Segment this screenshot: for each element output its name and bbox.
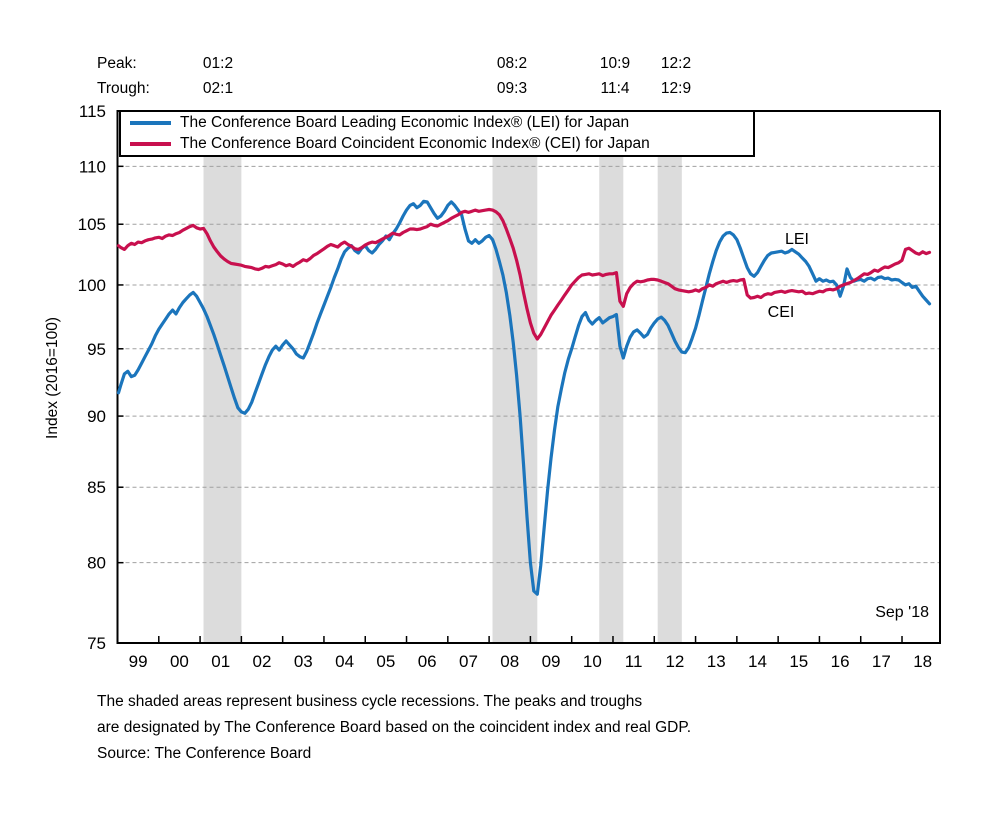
legend-box: The Conference Board Leading Economic In… xyxy=(119,110,755,157)
x-tick-label: 15 xyxy=(789,652,808,671)
x-tick-label: 04 xyxy=(335,652,354,671)
x-tick-label: 10 xyxy=(583,652,602,671)
x-tick-label: 11 xyxy=(625,652,643,671)
x-tick-label: 12 xyxy=(665,652,684,671)
trough-value-1: 02:1 xyxy=(202,80,234,97)
x-tick-label: 17 xyxy=(872,652,891,671)
x-tick-label: 01 xyxy=(211,652,230,671)
x-tick-label: 05 xyxy=(376,652,395,671)
trough-row-label: Trough: xyxy=(97,80,150,97)
y-tick-label: 115 xyxy=(79,102,106,121)
y-tick-label: 110 xyxy=(79,157,106,176)
y-tick-label: 85 xyxy=(87,478,106,497)
y-tick-label: 95 xyxy=(87,340,106,359)
x-tick-label: 07 xyxy=(459,652,478,671)
peak-row-label: Peak: xyxy=(97,55,137,72)
legend-label-cei: The Conference Board Coincident Economic… xyxy=(180,134,650,152)
x-tick-label: 99 xyxy=(129,652,148,671)
peak-value-3: 10:9 xyxy=(599,55,631,72)
y-tick-label: 105 xyxy=(78,215,106,234)
y-tick-label: 75 xyxy=(87,634,106,653)
annotation-sep-18: Sep '18 xyxy=(875,604,929,621)
annotation-lei: LEI xyxy=(785,231,809,248)
cei-line-swatch xyxy=(130,141,171,146)
x-tick-label: 09 xyxy=(542,652,561,671)
x-tick-label: 02 xyxy=(253,652,272,671)
trough-value-2: 09:3 xyxy=(496,80,528,97)
peak-value-1: 01:2 xyxy=(202,55,234,72)
x-tick-label: 06 xyxy=(418,652,437,671)
legend-item-lei: The Conference Board Leading Economic In… xyxy=(121,114,753,132)
series-line-cei xyxy=(116,207,932,341)
x-tick-label: 16 xyxy=(831,652,850,671)
legend-item-cei: The Conference Board Coincident Economic… xyxy=(121,135,753,153)
recession-band xyxy=(657,112,682,642)
footnote-line-1: The shaded areas represent business cycl… xyxy=(97,693,643,710)
lei-line-swatch xyxy=(130,121,171,126)
x-tick-label: 00 xyxy=(170,652,189,671)
footnote-line-3: Source: The Conference Board xyxy=(97,745,312,762)
y-tick-label: 80 xyxy=(87,554,106,573)
peak-value-4: 12:2 xyxy=(660,55,692,72)
y-axis-title: Index (2016=100) xyxy=(44,317,61,439)
recession-band xyxy=(599,112,624,642)
x-tick-label: 18 xyxy=(913,652,932,671)
footnote-line-2: are designated by The Conference Board b… xyxy=(97,719,691,736)
footnote: The shaded areas represent business cycl… xyxy=(97,689,877,767)
peak-value-2: 08:2 xyxy=(496,55,528,72)
trough-value-3: 11:4 xyxy=(600,80,630,97)
x-tick-label: 14 xyxy=(748,652,767,671)
x-tick-label: 08 xyxy=(500,652,519,671)
y-tick-label: 100 xyxy=(78,276,106,295)
x-tick-label: 03 xyxy=(294,652,313,671)
trough-value-4: 12:9 xyxy=(660,80,692,97)
legend-label-lei: The Conference Board Leading Economic In… xyxy=(180,114,630,132)
series-line-lei xyxy=(116,199,932,596)
x-tick-label: 13 xyxy=(707,652,726,671)
annotation-cei: CEI xyxy=(768,304,795,321)
recession-band xyxy=(203,112,242,642)
y-tick-label: 90 xyxy=(87,407,106,426)
